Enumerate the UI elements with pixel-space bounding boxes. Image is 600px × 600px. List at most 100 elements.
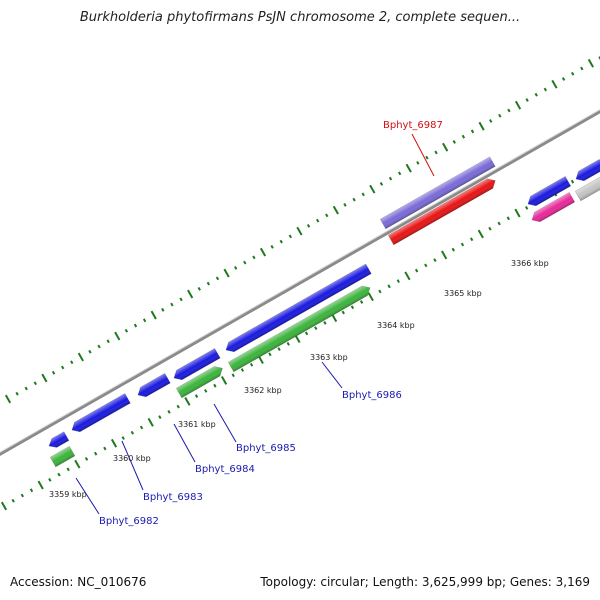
scale-label-3360: 3360 kbp [113, 454, 151, 463]
gene-label-bphyt-6982[interactable]: Bphyt_6982 [99, 516, 159, 527]
outer-ring-tick [325, 213, 329, 218]
inner-ring-tick [341, 310, 345, 315]
scale-label-3365: 3365 kbp [444, 289, 482, 298]
outer-ring-tick [332, 205, 339, 215]
inner-ring-tick [414, 268, 419, 273]
outer-ring-tick [133, 323, 138, 328]
gene-label-bphyt-6984[interactable]: Bphyt_6984 [195, 464, 255, 475]
label-leader-lines [75, 133, 435, 515]
gene-right-blue-a[interactable] [525, 176, 572, 208]
inner-ring-tick [404, 271, 411, 281]
outer-ring-tick [543, 87, 548, 92]
outer-ring-tick [425, 155, 429, 160]
inner-ring-tick [469, 237, 474, 242]
inner-ring-tick [48, 477, 52, 482]
inner-ring-tick [286, 341, 290, 346]
inner-ring-tick [304, 331, 309, 336]
outer-ring-tick [60, 365, 65, 370]
scale-label-3362: 3362 kbp [244, 386, 282, 395]
inner-ring-tick [66, 467, 70, 472]
inner-ring-tick [378, 289, 382, 294]
scale-label-3366: 3366 kbp [511, 259, 549, 268]
gene-right-blue-b[interactable] [573, 158, 600, 183]
gene-bphyt-6985-feature[interactable] [171, 348, 221, 382]
outer-ring-tick [97, 344, 101, 349]
outer-ring-tick [571, 71, 575, 76]
map-title: Burkholderia phytofirmans PsJN chromosom… [79, 10, 521, 25]
outer-ring-tick [343, 203, 347, 207]
inner-ring-tick [396, 279, 400, 283]
outer-ring-tick [598, 56, 600, 60]
gene-bphyt-6982-rna[interactable] [49, 445, 76, 468]
outer-ring-tick [561, 77, 566, 81]
outer-ring-tick [259, 247, 267, 257]
outer-ring-tick [489, 119, 493, 123]
outer-ring-tick [580, 66, 584, 71]
outer-ring-tick [461, 134, 466, 139]
outer-ring-tick [405, 163, 412, 173]
gene-bphyt-6987-upper[interactable] [379, 156, 496, 230]
gene-bphyt-6987-feature[interactable] [387, 176, 498, 246]
inner-ring-tick [570, 179, 575, 184]
leader-line [411, 133, 435, 177]
outer-ring-tick [514, 100, 522, 110]
outer-ring-tick [24, 386, 28, 391]
outer-ring-tick [316, 218, 320, 223]
gene-bphyt-6986-rna[interactable] [227, 283, 372, 373]
gene-bphyt-6984-feature[interactable] [135, 372, 171, 399]
scale-labels: 3359 kbp 3360 kbp 3361 kbp 3362 kbp 3363… [49, 259, 549, 499]
gene-label-bphyt-6986[interactable]: Bphyt_6986 [342, 390, 402, 401]
gene-right-pink[interactable] [529, 192, 576, 224]
outer-ring-tick [416, 161, 420, 165]
inner-ring-tick [433, 258, 437, 263]
scale-label-3361: 3361 kbp [178, 420, 216, 429]
outer-ring-tick [234, 265, 238, 270]
outer-ring-tick [4, 394, 12, 404]
outer-ring-tick [197, 286, 201, 291]
gene-label-bphyt-6983[interactable]: Bphyt_6983 [143, 492, 203, 503]
inner-ring-tick [249, 362, 254, 367]
gene-label-bphyt-6985[interactable]: Bphyt_6985 [236, 443, 296, 454]
outer-ring-tick [361, 192, 365, 197]
outer-ring-tick [206, 281, 211, 286]
gene-bphyt-6986-feature[interactable] [223, 263, 372, 355]
outer-ring-tick [77, 352, 84, 362]
inner-ring-tick [130, 430, 135, 435]
inner-ring-tick [121, 436, 125, 440]
outer-ring-tick [70, 360, 74, 365]
outer-ring-tick [41, 373, 48, 383]
inner-ring-tick [57, 472, 61, 477]
outer-ring-tick [252, 255, 256, 260]
outer-ring-tick [270, 244, 274, 249]
outer-ring-tick [379, 182, 384, 186]
backbone-highlight [0, 109, 600, 453]
outer-ring-tick [534, 92, 538, 97]
outer-ring-tick [442, 142, 449, 152]
gene-right-grey[interactable] [574, 175, 600, 202]
outer-ring-tick [142, 318, 147, 323]
leader-line [173, 423, 196, 463]
inner-ring-tick [488, 226, 492, 231]
inner-ring-tick [359, 300, 364, 304]
inner-ring-tick [94, 451, 98, 456]
inner-ring-tick [387, 284, 391, 289]
outer-ring-tick [106, 339, 110, 344]
outer-ring-tick [33, 381, 37, 386]
outer-ring-tick [587, 58, 594, 68]
gene-bphyt-6983-feature[interactable] [69, 393, 131, 435]
inner-ring-tick [110, 438, 118, 448]
gene-bphyt-6982-feature[interactable] [47, 431, 70, 451]
inner-ring-tick [277, 347, 281, 351]
outer-ring-tick [388, 176, 393, 181]
gene-label-bphyt-6987[interactable]: Bphyt_6987 [383, 120, 443, 131]
inner-ring-tick [497, 221, 501, 226]
inner-ring-tick [231, 373, 235, 378]
inner-ring-tick [74, 459, 81, 469]
outer-ring-tick [279, 239, 283, 244]
gene-labels[interactable]: Bphyt_6982 Bphyt_6983 Bphyt_6984 Bphyt_6… [99, 120, 443, 527]
outer-ring-tick [243, 260, 247, 265]
inner-ring-tick [268, 352, 272, 357]
gene-bphyt-6985-rna[interactable] [175, 363, 225, 399]
inner-ring-tick [451, 247, 455, 252]
